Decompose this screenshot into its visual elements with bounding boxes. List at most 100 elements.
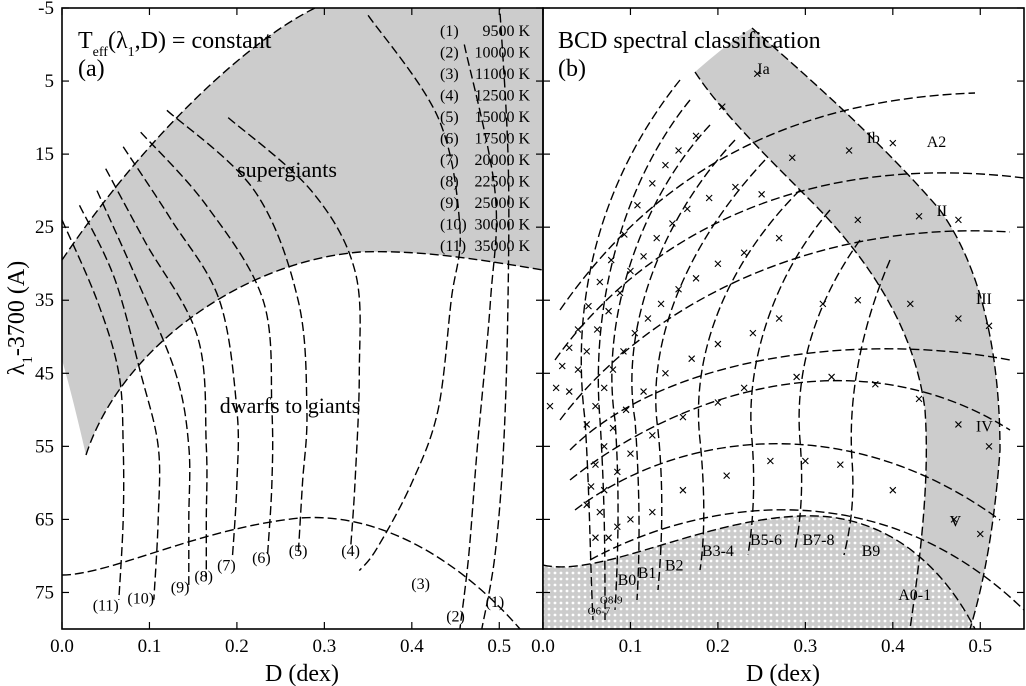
star-marker: [583, 347, 591, 355]
supergiant-boundary-lower: [85, 251, 543, 456]
region-label-dwarfs-to-giants: dwarfs to giants: [220, 393, 361, 418]
x-tick-label: 0.0: [531, 636, 555, 657]
star-marker: [552, 384, 560, 392]
spectral-curve-b9: [843, 259, 891, 556]
spectral-type-label: A0-1: [898, 587, 931, 604]
star-marker: [955, 315, 962, 322]
spectral-curve-b1: [631, 139, 736, 601]
star-marker: [609, 366, 617, 374]
teff-curves: [62, 8, 510, 629]
star-marker: [793, 373, 801, 381]
x-tick-label: 0.2: [706, 636, 730, 657]
star-marker: [583, 501, 591, 509]
legend-id: (2): [440, 45, 459, 62]
spectral-type-label: B3-4: [702, 543, 734, 560]
luminosity-class-label: Ia: [757, 61, 769, 78]
star-marker: [607, 256, 615, 264]
star-marker: [749, 329, 757, 337]
star-marker: [605, 534, 612, 542]
star-marker: [688, 355, 696, 363]
y-tick-label: 5: [45, 71, 55, 92]
bottom-band-shade: [543, 515, 975, 629]
star-marker: [644, 315, 652, 322]
star-marker: [631, 329, 639, 337]
y-axis-label: λ1-3700 (A): [4, 261, 36, 375]
star-marker: [775, 315, 783, 322]
x-tick-label: 0.3: [312, 636, 336, 657]
legend-id: (7): [440, 152, 459, 169]
spectral-type-label: B0: [618, 572, 637, 589]
luminosity-class-label: Ib: [867, 130, 880, 147]
star-marker: [627, 450, 634, 458]
star-marker: [915, 212, 923, 220]
star-marker: [766, 457, 774, 465]
star-marker: [574, 366, 582, 374]
star-marker: [592, 402, 599, 410]
spectral-curve-b3: [697, 189, 801, 571]
teff-curve-5: [166, 109, 308, 556]
star-marker: [705, 194, 713, 202]
star-marker: [600, 384, 608, 392]
legend-id: (8): [440, 174, 459, 191]
legend-id: (5): [440, 109, 459, 126]
teff-curve-label: (5): [289, 543, 308, 560]
y-tick-label: 25: [35, 217, 54, 238]
teff-curve-4: [227, 117, 361, 549]
star-marker: [976, 530, 984, 538]
star-marker: [593, 326, 601, 333]
supergiant-region-shade: [62, 8, 543, 455]
spectral-type-label: B5-6: [750, 532, 782, 549]
panel-b-title: BCD spectral classification: [558, 28, 821, 54]
legend-id: (9): [440, 195, 459, 212]
lum-class-curve-2: [554, 172, 1024, 361]
panel-a-title: Teff(λ1,D) = constant: [78, 28, 272, 60]
panel-b-x-axis-label: D (dex): [746, 661, 820, 686]
legend-id: (10): [440, 217, 467, 234]
star-marker: [836, 461, 844, 469]
star-marker: [587, 483, 595, 490]
teff-curve-label: (11): [93, 598, 119, 615]
teff-curve-11: [62, 219, 125, 600]
star-marker: [662, 161, 669, 169]
spectral-curve-b5: [747, 209, 831, 556]
star-marker: [753, 70, 761, 78]
star-marker: [819, 300, 827, 308]
star-marker: [640, 253, 647, 260]
star-marker: [585, 302, 592, 310]
y-tick-label: 35: [35, 290, 54, 311]
star-marker: [915, 395, 923, 403]
luminosity-class-label: II: [937, 203, 948, 220]
star-marker: [657, 300, 665, 308]
spectral-type-label: B9: [862, 543, 881, 560]
y-tick-label: 45: [35, 363, 54, 384]
star-marker: [565, 344, 573, 352]
legend-teff: 22500 K: [474, 174, 530, 191]
star-marker: [679, 413, 687, 421]
teff-curve-label: (9): [171, 579, 190, 596]
teff-curve-3: [358, 14, 461, 572]
lum-class-curve-6: [574, 443, 1001, 521]
star-marker: [613, 468, 621, 476]
legend-id: (6): [440, 131, 459, 148]
star-marker: [718, 103, 726, 111]
star-marker: [546, 402, 554, 410]
spectral-type-label: A2: [927, 134, 947, 151]
star-marker: [627, 267, 634, 275]
legend-teff: 17500 K: [474, 131, 530, 148]
star-marker: [679, 486, 687, 494]
x-tick-label: 0.2: [225, 636, 249, 657]
star-marker: [801, 457, 809, 465]
star-marker: [620, 231, 628, 238]
star-marker: [692, 132, 700, 140]
star-marker: [740, 384, 748, 392]
teff-curve-label: (3): [411, 576, 430, 593]
star-marker: [616, 289, 624, 297]
panel-a-label: (a): [78, 56, 105, 82]
spectral-type-label: B2: [665, 558, 684, 575]
spectral-type-label: B7-8: [802, 532, 834, 549]
y-tick-label: 55: [35, 436, 54, 457]
spectral-curve-b0: [611, 124, 711, 611]
teff-curve-6: [140, 131, 274, 556]
